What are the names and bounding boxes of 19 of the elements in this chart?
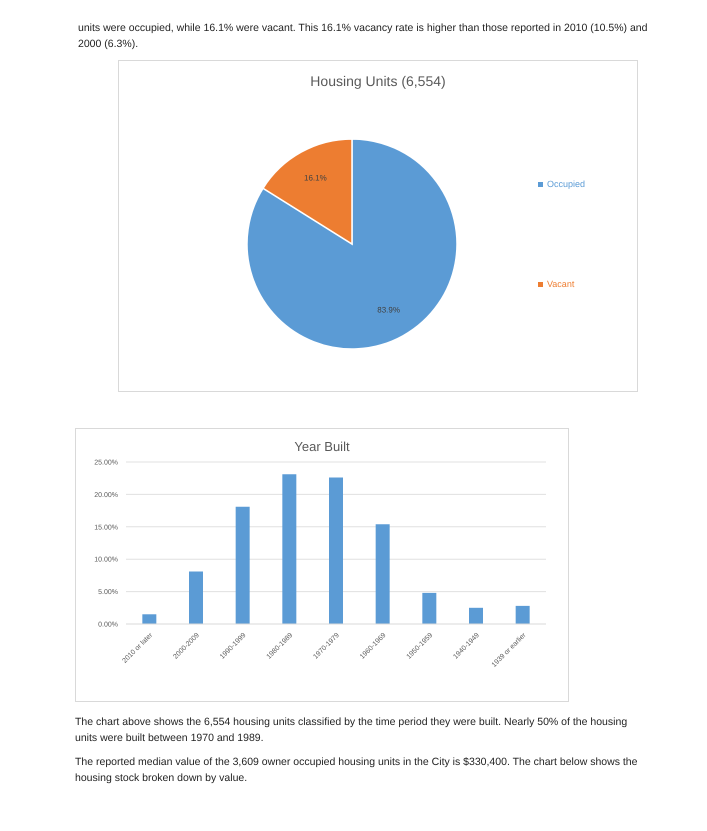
bar xyxy=(516,606,530,624)
data-label: 16.1% xyxy=(304,173,327,182)
bar xyxy=(236,506,250,624)
legend-label: Occupied xyxy=(546,179,585,189)
bar xyxy=(422,592,436,624)
text: units were occupied, while 16.1% were vacant. This 16.1% vacancy rate is higher than those reported in 2010 (10.5%) and 2000 (6.3%). xyxy=(78,21,648,52)
chart-title: Year Built xyxy=(293,439,351,454)
data-label: 83.9% xyxy=(377,306,400,315)
bar xyxy=(469,608,483,624)
bar xyxy=(376,524,390,624)
pie-slice xyxy=(246,138,458,350)
bar xyxy=(329,478,343,624)
chart-title: Housing Units (6,554) xyxy=(309,73,447,89)
bar xyxy=(282,474,296,624)
bar xyxy=(189,572,203,624)
bar xyxy=(142,614,156,624)
text: The reported median value of the 3,609 owner occupied housing units in the City is $330,400. The chart below shows the housing stock broken down by value. xyxy=(75,755,638,786)
legend-label: Vacant xyxy=(546,279,574,289)
text: The chart above shows the 6,554 housing units classified by the time period they were built. Nearly 50% of the housing units were built between 1970 and 1989. xyxy=(75,715,628,746)
